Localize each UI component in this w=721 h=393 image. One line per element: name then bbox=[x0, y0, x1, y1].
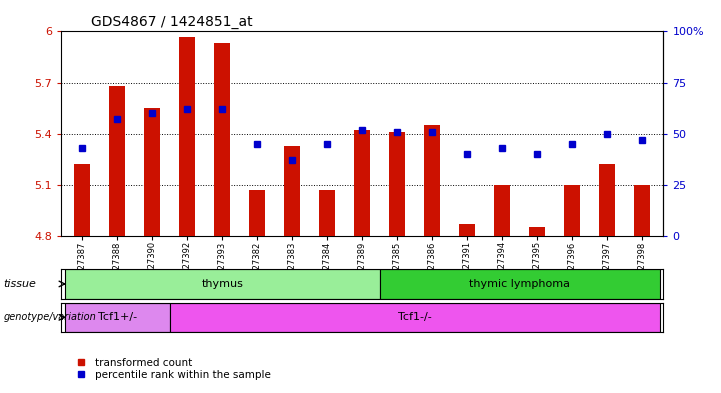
Bar bbox=[319, 190, 335, 236]
Text: Tcf1+/-: Tcf1+/- bbox=[98, 312, 137, 322]
Text: tissue: tissue bbox=[4, 279, 37, 289]
Text: thymic lymphoma: thymic lymphoma bbox=[469, 279, 570, 289]
Bar bbox=[65, 269, 380, 299]
Bar bbox=[284, 145, 300, 236]
Bar bbox=[214, 43, 230, 236]
Bar bbox=[355, 130, 370, 236]
Bar bbox=[599, 164, 615, 236]
Bar bbox=[380, 269, 660, 299]
Text: GDS4867 / 1424851_at: GDS4867 / 1424851_at bbox=[92, 15, 253, 29]
Bar bbox=[169, 303, 660, 332]
Bar bbox=[180, 37, 195, 236]
Text: thymus: thymus bbox=[201, 279, 243, 289]
Bar bbox=[389, 132, 405, 236]
Text: genotype/variation: genotype/variation bbox=[4, 312, 97, 322]
Bar bbox=[110, 86, 125, 236]
Bar bbox=[565, 185, 580, 236]
Bar bbox=[74, 164, 90, 236]
Bar bbox=[425, 125, 441, 236]
Bar bbox=[144, 108, 160, 236]
Bar bbox=[249, 190, 265, 236]
Bar bbox=[634, 185, 650, 236]
Bar bbox=[459, 224, 475, 236]
Bar bbox=[495, 185, 510, 236]
Legend: transformed count, percentile rank within the sample: transformed count, percentile rank withi… bbox=[66, 353, 275, 384]
Text: Tcf1-/-: Tcf1-/- bbox=[398, 312, 432, 322]
Bar bbox=[529, 227, 545, 236]
Bar bbox=[65, 303, 169, 332]
